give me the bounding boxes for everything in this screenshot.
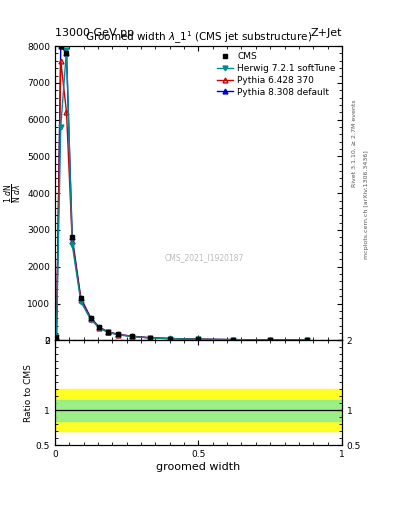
Herwig 7.2.1 softTune	[106, 329, 110, 335]
CMS	[59, 43, 63, 49]
Text: mcplots.cern.ch [arXiv:1306.3436]: mcplots.cern.ch [arXiv:1306.3436]	[364, 151, 369, 259]
Pythia 6.428 370	[167, 335, 172, 342]
Herwig 7.2.1 softTune	[167, 336, 172, 342]
Pythia 6.428 370	[88, 316, 93, 322]
Herwig 7.2.1 softTune	[88, 317, 93, 323]
CMS	[64, 50, 69, 56]
Pythia 8.308 default	[130, 333, 135, 339]
Herwig 7.2.1 softTune	[59, 124, 63, 130]
Pythia 6.428 370	[268, 337, 273, 343]
Line: Pythia 8.308 default: Pythia 8.308 default	[54, 44, 310, 343]
Herwig 7.2.1 softTune	[231, 336, 235, 343]
Text: Rivet 3.1.10, ≥ 2.7M events: Rivet 3.1.10, ≥ 2.7M events	[352, 99, 357, 187]
Herwig 7.2.1 softTune	[70, 242, 75, 248]
Pythia 8.308 default	[305, 337, 310, 343]
Pythia 8.308 default	[231, 336, 235, 343]
Legend: CMS, Herwig 7.2.1 softTune, Pythia 6.428 370, Pythia 8.308 default: CMS, Herwig 7.2.1 softTune, Pythia 6.428…	[215, 51, 338, 98]
Pythia 8.308 default	[106, 329, 110, 335]
Pythia 8.308 default	[97, 324, 102, 330]
Line: CMS: CMS	[54, 44, 310, 343]
Herwig 7.2.1 softTune	[196, 336, 201, 343]
Pythia 8.308 default	[268, 337, 273, 343]
Text: 13000 GeV pp: 13000 GeV pp	[55, 28, 134, 38]
Herwig 7.2.1 softTune	[116, 332, 121, 338]
Pythia 6.428 370	[97, 325, 102, 331]
Pythia 8.308 default	[196, 336, 201, 343]
Y-axis label: $\frac{1}{\mathrm{N}}\frac{d\mathrm{N}}{d\lambda}$: $\frac{1}{\mathrm{N}}\frac{d\mathrm{N}}{…	[3, 183, 24, 203]
Herwig 7.2.1 softTune	[64, 47, 69, 53]
CMS	[79, 295, 83, 301]
Pythia 6.428 370	[106, 329, 110, 335]
Pythia 6.428 370	[54, 334, 59, 340]
CMS	[147, 335, 152, 341]
Pythia 6.428 370	[59, 58, 63, 64]
Pythia 6.428 370	[130, 333, 135, 339]
Y-axis label: Ratio to CMS: Ratio to CMS	[24, 364, 33, 422]
Herwig 7.2.1 softTune	[147, 335, 152, 341]
Pythia 6.428 370	[305, 337, 310, 343]
Pythia 8.308 default	[54, 334, 59, 340]
Pythia 6.428 370	[116, 331, 121, 337]
Pythia 6.428 370	[147, 335, 152, 341]
CMS	[268, 337, 273, 343]
CMS	[70, 234, 75, 241]
Pythia 6.428 370	[231, 336, 235, 343]
CMS	[116, 331, 121, 337]
Pythia 8.308 default	[147, 335, 152, 341]
Pythia 8.308 default	[167, 335, 172, 342]
Line: Herwig 7.2.1 softTune: Herwig 7.2.1 softTune	[54, 47, 310, 343]
CMS	[196, 336, 201, 343]
Pythia 8.308 default	[116, 331, 121, 337]
Herwig 7.2.1 softTune	[54, 334, 59, 340]
CMS	[106, 329, 110, 335]
Text: CMS_2021_I1920187: CMS_2021_I1920187	[165, 253, 244, 263]
Herwig 7.2.1 softTune	[305, 337, 310, 343]
Herwig 7.2.1 softTune	[130, 334, 135, 340]
Pythia 6.428 370	[196, 336, 201, 343]
CMS	[231, 336, 235, 343]
Pythia 6.428 370	[70, 238, 75, 244]
Pythia 8.308 default	[88, 315, 93, 321]
CMS	[54, 334, 59, 340]
CMS	[97, 325, 102, 331]
Pythia 8.308 default	[59, 43, 63, 49]
X-axis label: groomed width: groomed width	[156, 462, 241, 472]
CMS	[167, 335, 172, 342]
CMS	[305, 337, 310, 343]
Pythia 8.308 default	[79, 295, 83, 301]
Herwig 7.2.1 softTune	[79, 298, 83, 305]
Pythia 8.308 default	[70, 234, 75, 241]
Pythia 6.428 370	[64, 109, 69, 115]
CMS	[88, 315, 93, 322]
Herwig 7.2.1 softTune	[268, 337, 273, 343]
Pythia 8.308 default	[64, 50, 69, 56]
CMS	[130, 333, 135, 339]
Title: Groomed width $\lambda\_1^1$ (CMS jet substructure): Groomed width $\lambda\_1^1$ (CMS jet su…	[85, 30, 312, 46]
Herwig 7.2.1 softTune	[97, 325, 102, 331]
Pythia 6.428 370	[79, 297, 83, 303]
Line: Pythia 6.428 370: Pythia 6.428 370	[54, 58, 310, 343]
Text: Z+Jet: Z+Jet	[310, 28, 342, 38]
